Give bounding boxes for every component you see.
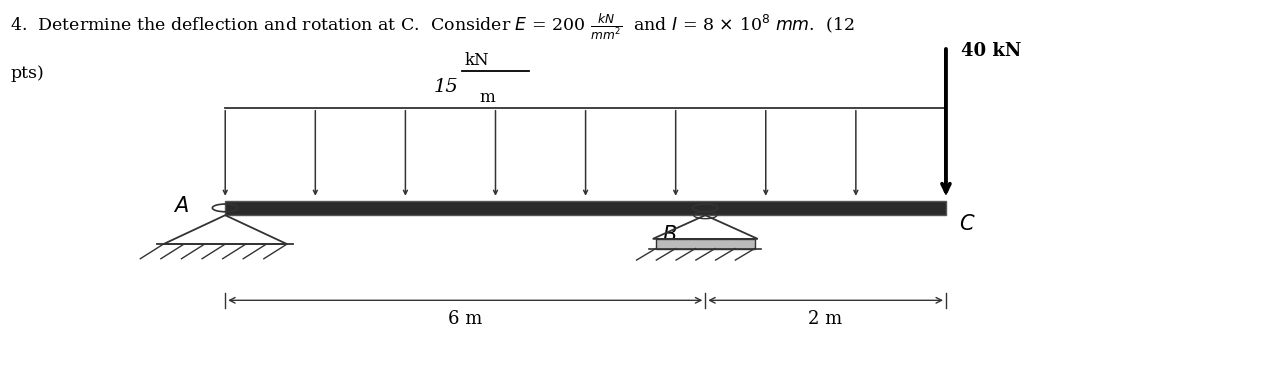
Text: m: m xyxy=(480,89,495,105)
Bar xyxy=(225,201,946,215)
Text: 4.  Determine the deflection and rotation at C.  Consider $E$ = 200 $\frac{kN}{m: 4. Determine the deflection and rotation… xyxy=(10,12,855,42)
Text: $B$: $B$ xyxy=(662,225,677,245)
Text: $C$: $C$ xyxy=(959,214,976,234)
Text: 2 m: 2 m xyxy=(808,310,843,328)
Text: $A$: $A$ xyxy=(174,196,189,216)
Text: 40 kN: 40 kN xyxy=(961,42,1022,60)
Text: kN: kN xyxy=(465,52,489,69)
Text: 6 m: 6 m xyxy=(448,310,483,328)
Text: pts): pts) xyxy=(10,65,44,82)
Text: 15: 15 xyxy=(434,78,458,95)
Bar xyxy=(656,239,754,249)
